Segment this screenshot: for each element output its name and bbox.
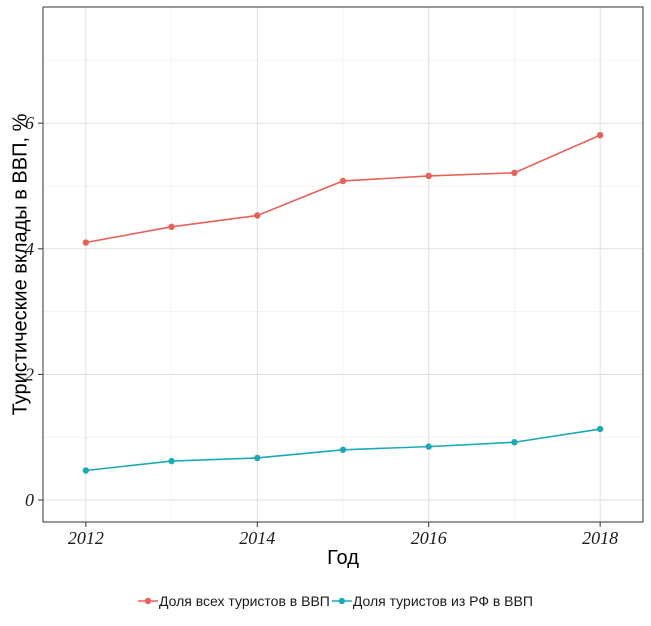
legend: Доля всех туристов в ВВП Доля туристов из…	[138, 593, 533, 609]
data-point	[254, 212, 261, 219]
x-tick-label: 2014	[239, 528, 275, 548]
data-point	[254, 454, 261, 462]
x-tick-label: 2018	[582, 528, 618, 548]
data-point	[596, 425, 604, 433]
y-tick-label: 2	[25, 364, 34, 384]
series-1	[82, 131, 604, 246]
y-tick-label: 6	[25, 113, 34, 133]
y-tick-label: 4	[25, 239, 34, 259]
data-point	[339, 446, 347, 453]
y-tick-label: 0	[25, 490, 34, 510]
data-point	[168, 457, 175, 465]
x-tick-label: 2012	[68, 528, 104, 548]
legend-label: Доля туристов из РФ в ВВП	[353, 593, 533, 609]
data-point	[82, 239, 90, 246]
grid-minor	[43, 7, 643, 522]
data-point	[425, 443, 432, 450]
x-tick-label: 2016	[411, 528, 447, 548]
data-point	[425, 172, 432, 180]
y-axis-title: Туристические вклады в ВВП, %	[9, 113, 31, 415]
series-layer	[82, 131, 604, 474]
data-point	[596, 131, 604, 139]
axis-ticks	[38, 122, 601, 527]
data-point	[82, 467, 90, 474]
tick-labels: 0 2 4 6 2012 2014 2016 2018	[25, 113, 618, 548]
legend-item-1: Доля всех туристов в ВВП	[138, 593, 330, 609]
x-axis-title: Год	[327, 547, 359, 569]
legend-key-point	[144, 597, 152, 605]
data-point	[339, 177, 347, 185]
series-2	[82, 425, 604, 474]
data-point	[511, 169, 518, 177]
legend-key-point	[338, 597, 346, 605]
legend-label: Доля всех туристов в ВВП	[159, 593, 330, 609]
data-point	[511, 439, 518, 446]
grid-major	[43, 7, 643, 522]
data-point	[168, 223, 175, 231]
legend-item-2: Доля туристов из РФ в ВВП	[331, 593, 533, 609]
plot-panel-border	[42, 6, 644, 523]
